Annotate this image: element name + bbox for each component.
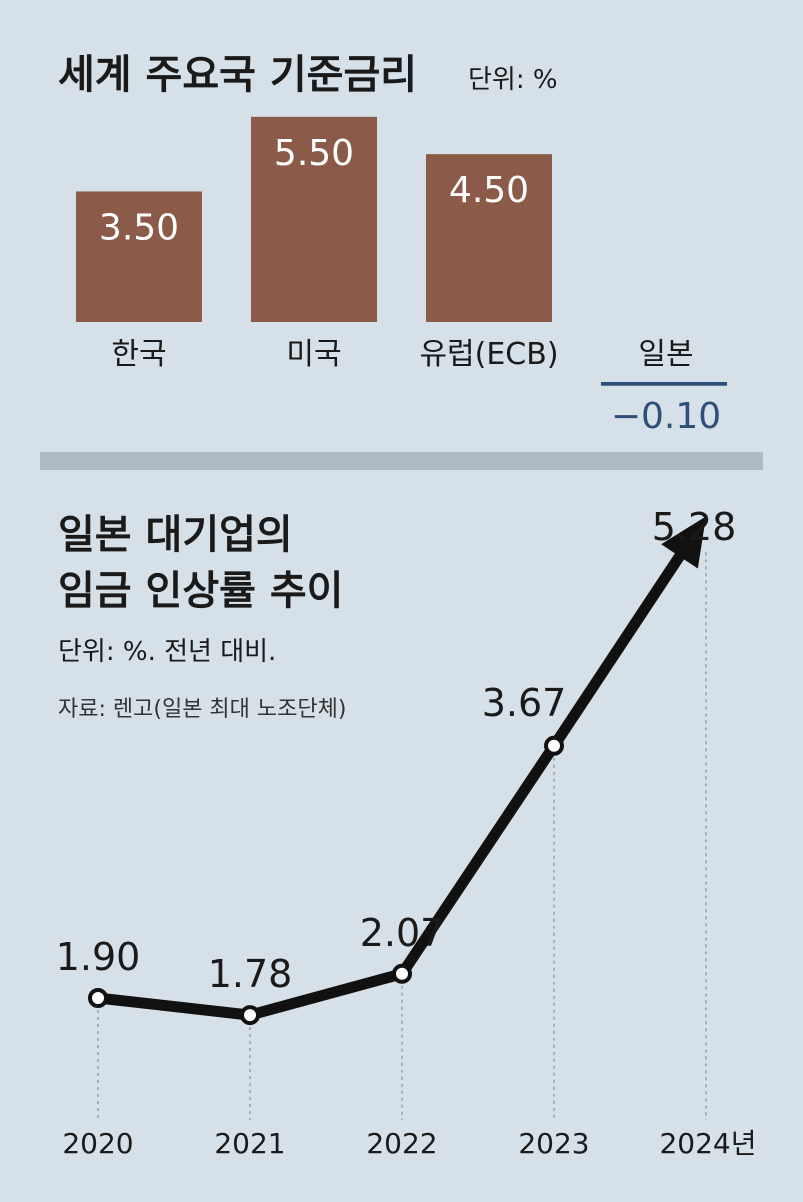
bar-0 [76, 191, 202, 322]
bar-3 [601, 382, 727, 386]
wage-line-chart: 1.90 1.78 2.07 3.67 5.28 2020 2021 2022 2023 2024… [56, 505, 757, 1160]
point-value-label: 2.07 [360, 911, 445, 955]
data-point-marker [88, 988, 108, 1008]
wage-chart-title-line2: 임금 인상률 추이 [58, 568, 343, 614]
wage-chart-title-line1: 일본 대기업의 [58, 512, 293, 558]
bar-value-label: 4.50 [449, 170, 529, 211]
rates-chart-title: 세계 주요국 기준금리 [58, 52, 417, 98]
bar-1 [251, 116, 377, 322]
year-tick-label: 2024년 [659, 1127, 756, 1160]
bar-value-label: 5.50 [274, 133, 354, 174]
data-point-marker [544, 735, 564, 756]
bar-2 [426, 154, 552, 322]
point-value-label: 1.90 [56, 935, 141, 979]
bar-value-label: −0.10 [611, 396, 721, 437]
bar-category-label: 미국 [286, 337, 341, 372]
wage-chart-source: 자료: 렌고(일본 최대 노조단체) [58, 697, 346, 722]
rates-chart-unit: 단위: % [468, 65, 558, 95]
bar-category-label: 일본 [638, 337, 693, 372]
year-tick-label: 2022 [366, 1127, 437, 1160]
rates-bars: 3.50 한국 5.50 미국 4.50 유럽(ECB) 일본 −0.10 [76, 116, 727, 437]
point-value-label: 1.78 [208, 952, 293, 996]
bar-value-label: 3.50 [99, 207, 179, 248]
data-point-marker [392, 963, 412, 984]
year-tick-label: 2021 [214, 1127, 285, 1160]
arrow-head [661, 516, 706, 569]
bar-category-label: 유럽(ECB) [419, 337, 558, 372]
data-point-marker [240, 1005, 260, 1026]
year-tick-label: 2020 [62, 1127, 133, 1160]
bar-category-label: 한국 [111, 337, 166, 372]
section-divider [40, 452, 763, 470]
wage-chart-unit: 단위: %. 전년 대비. [58, 637, 276, 667]
point-value-label: 3.67 [482, 681, 567, 725]
year-tick-label: 2023 [518, 1127, 589, 1160]
point-value-label: 5.28 [652, 505, 737, 549]
